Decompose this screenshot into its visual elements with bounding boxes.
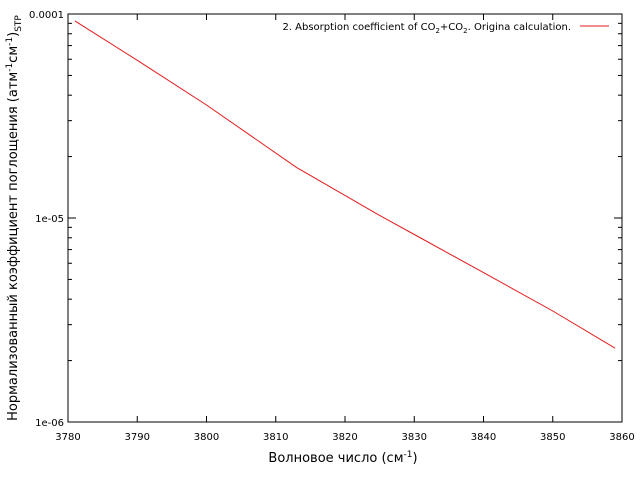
x-axis: 3780 3790 3800 3810 3820 3830 3840 3850 3860: [55, 14, 635, 443]
y-tick-label: 0.0001: [29, 10, 64, 21]
series-layer: [74, 20, 616, 349]
x-tick-label: 3840: [471, 432, 496, 443]
x-tick-label: 3780: [55, 432, 80, 443]
y-axis-label: Нормализованный коэффициент поглощения (…: [5, 15, 24, 421]
x-tick-label: 3860: [609, 432, 634, 443]
legend: 2. Absorption coefficient of CO2+CO2. Or…: [282, 22, 609, 35]
y-tick-label: 1e-06: [35, 418, 64, 429]
x-tick-label: 3790: [125, 432, 150, 443]
series-line-0: [74, 20, 616, 349]
x-tick-label: 3820: [332, 432, 357, 443]
x-tick-label: 3810: [263, 432, 288, 443]
x-tick-label: 3830: [402, 432, 427, 443]
x-axis-label: Волновое число (см-1): [268, 450, 417, 466]
x-tick-label: 3850: [540, 432, 565, 443]
plot-border: [67, 13, 623, 423]
legend-label: 2. Absorption coefficient of CO2+CO2. Or…: [282, 22, 571, 35]
y-tick-label: 1e-05: [35, 214, 64, 225]
plot-frame: [67, 13, 623, 423]
x-tick-label: 3800: [194, 432, 219, 443]
y-axis: 1e-06 1e-05 0.0001: [29, 10, 622, 429]
